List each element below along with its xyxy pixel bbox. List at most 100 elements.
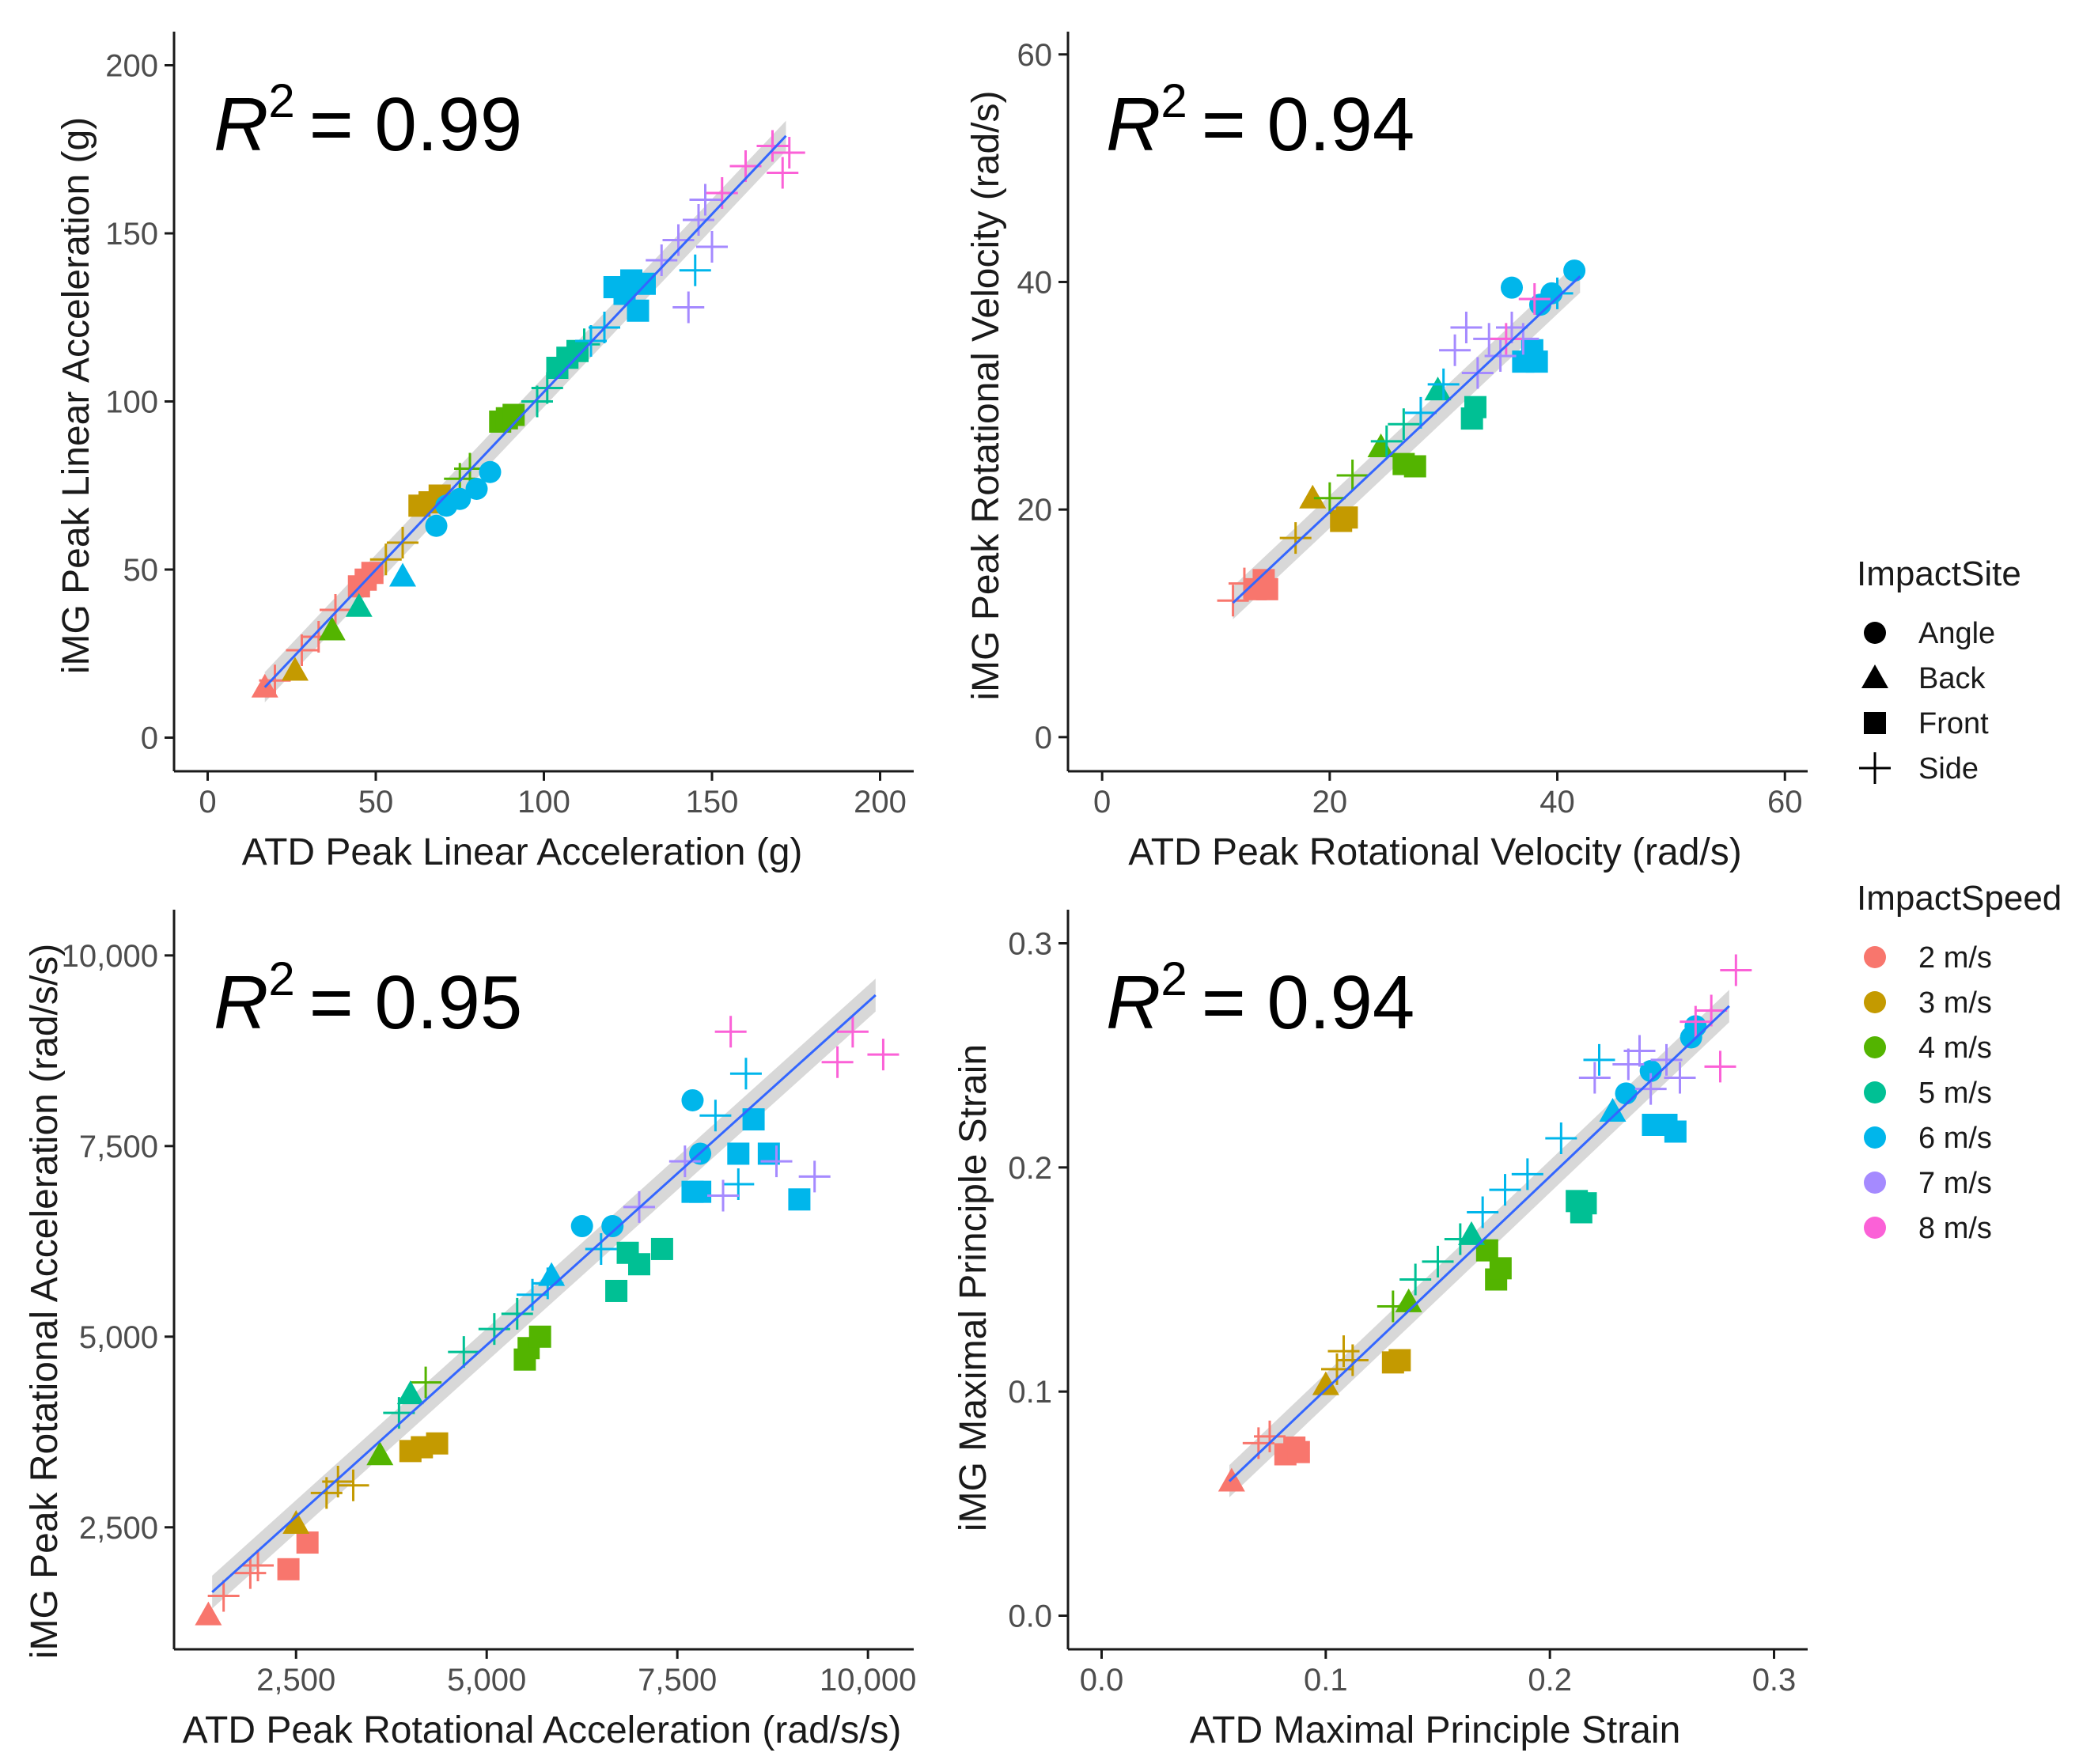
data-point [282, 1509, 310, 1534]
data-point [605, 1279, 628, 1302]
data-point [689, 1180, 712, 1203]
y-axis-title: iMG Peak Linear Acceleration (g) [55, 117, 97, 674]
legend-site-label: Angle [1918, 617, 1995, 650]
data-point [448, 1336, 480, 1368]
data-point [296, 1531, 319, 1554]
x-tick-label: 0 [199, 785, 216, 820]
x-tick-label: 0.2 [1528, 1663, 1572, 1698]
data-point [366, 1441, 394, 1466]
data-point [1439, 334, 1471, 366]
data-point [1312, 1371, 1339, 1395]
legend-color-swatch [1864, 1036, 1886, 1058]
data-point [1399, 1263, 1432, 1296]
data-point [1490, 323, 1522, 355]
data-point [798, 1160, 831, 1193]
r2-annotation: R2 = 0.95 [214, 952, 522, 1045]
plus-icon [1859, 752, 1891, 784]
data-point [345, 592, 373, 617]
data-point [627, 299, 649, 322]
x-tick-label: 5,000 [447, 1663, 526, 1698]
data-point [1545, 1122, 1577, 1154]
x-tick-label: 7,500 [638, 1663, 717, 1698]
data-point [396, 1380, 424, 1405]
x-tick-label: 100 [517, 785, 570, 820]
data-point [699, 1100, 732, 1132]
legend-color-swatch [1864, 1172, 1886, 1194]
data-point [788, 1188, 811, 1211]
data-point [696, 231, 728, 263]
data-point [389, 562, 416, 587]
r2-annotation: R2 = 0.94 [1106, 74, 1414, 167]
plot-area: 0 50 100 150 200 0 50 100 150 200 [105, 32, 914, 820]
data-point [1518, 283, 1551, 316]
data-point [570, 1215, 593, 1238]
y-axis-title: iMG Peak Rotational Acceleration (rad/s/… [24, 944, 66, 1659]
data-point [681, 1088, 704, 1111]
data-point [479, 460, 502, 483]
data-point [1623, 1035, 1656, 1067]
y-tick-label: 0 [141, 721, 158, 756]
data-point [1404, 396, 1437, 429]
data-point [1450, 312, 1483, 343]
data-point [1254, 1420, 1286, 1452]
plot-area: 0 20 40 60 0 20 40 60 [1017, 32, 1808, 820]
legend-site-label: Side [1918, 752, 1979, 785]
data-point [668, 1145, 701, 1178]
x-tick-label: 0.3 [1752, 1663, 1797, 1698]
data-point [672, 291, 705, 324]
x-tick-label: 60 [1767, 785, 1803, 820]
data-point [760, 1145, 793, 1178]
x-tick-label: 50 [358, 785, 394, 820]
data-point [1377, 1290, 1409, 1323]
data-point [714, 1016, 747, 1048]
data-point [465, 478, 488, 500]
square-icon [1864, 712, 1886, 734]
r2-annotation: R2 = 0.94 [1106, 952, 1414, 1045]
data-point [1704, 1050, 1736, 1083]
data-point [1327, 1335, 1360, 1368]
data-point [1313, 482, 1346, 514]
data-point [1541, 277, 1574, 309]
legend-speed-label: 8 m/s [1918, 1212, 1992, 1245]
regression-line [1228, 1005, 1730, 1482]
data-point [318, 616, 346, 641]
data-point [1427, 368, 1460, 400]
data-point [1467, 1196, 1499, 1228]
data-point [322, 1465, 354, 1497]
x-tick-label: 0.1 [1304, 1663, 1348, 1698]
y-tick-label: 7,500 [79, 1130, 158, 1164]
data-point [689, 184, 721, 216]
y-axis-title: iMG Peak Rotational Velocity (rad/s) [965, 91, 1007, 701]
x-tick-label: 20 [1312, 785, 1348, 820]
y-tick-label: 100 [105, 385, 158, 420]
data-point [683, 204, 714, 236]
data-point [1388, 408, 1420, 441]
data-point [821, 1046, 854, 1078]
data-point [1458, 1221, 1485, 1245]
legend-speed-label: 6 m/s [1918, 1122, 1992, 1155]
data-point [426, 1432, 449, 1455]
data-point [727, 1142, 750, 1165]
data-point [286, 634, 318, 666]
x-axis-title: ATD Maximal Principle Strain [1190, 1709, 1681, 1751]
data-point [234, 1557, 267, 1589]
data-point [707, 1179, 740, 1212]
data-point [1615, 1082, 1638, 1105]
y-tick-label: 200 [105, 49, 158, 84]
data-point [1695, 994, 1728, 1027]
data-point [1563, 259, 1586, 282]
data-point [650, 1237, 673, 1260]
data-point [1720, 954, 1752, 986]
data-point [410, 1366, 442, 1399]
data-point [646, 244, 678, 276]
y-tick-label: 50 [123, 553, 159, 588]
data-point [585, 1232, 617, 1265]
data-point [1279, 522, 1312, 555]
x-tick-label: 2,500 [256, 1663, 335, 1698]
data-point [337, 1469, 369, 1501]
y-tick-label: 0.3 [1008, 927, 1052, 962]
data-point [601, 1215, 624, 1238]
legend-speed-label: 5 m/s [1918, 1077, 1992, 1110]
y-tick-label: 2,500 [79, 1511, 158, 1546]
